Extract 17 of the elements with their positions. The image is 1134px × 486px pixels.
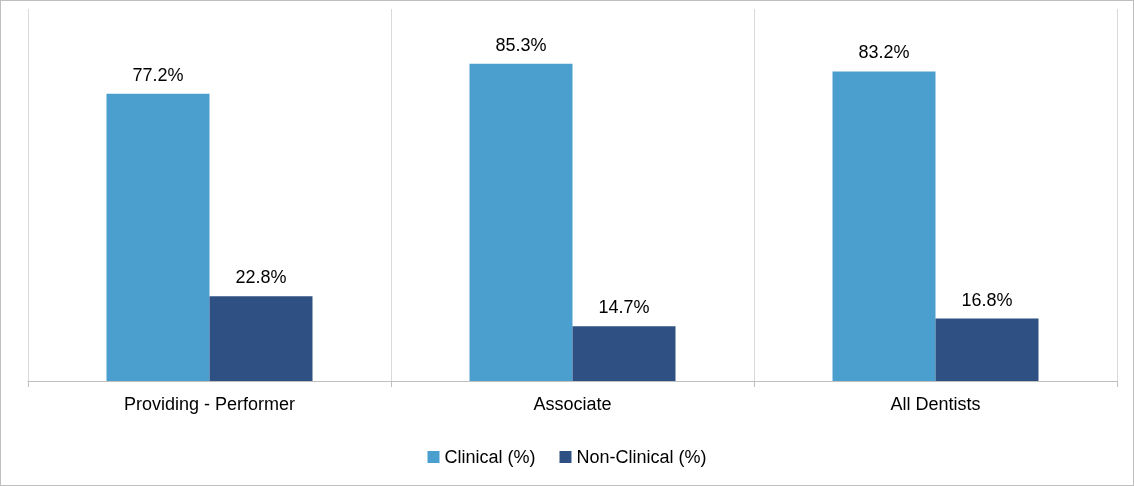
data-label: 16.8% [961,289,1013,310]
bar [469,63,573,381]
x-tick-label: All Dentists [890,394,981,414]
x-tick-label: Associate [533,394,612,414]
legend-label: Non-Clinical (%) [576,447,707,467]
bar [209,296,313,381]
bar [935,318,1039,381]
data-label: 22.8% [235,267,287,288]
data-label: 14.7% [598,297,650,318]
data-label: 83.2% [858,42,910,63]
bar [572,326,676,381]
data-label: 77.2% [132,64,184,85]
legend-label: Clinical (%) [444,447,536,467]
bar [106,93,210,381]
bar [832,71,936,381]
data-label: 85.3% [495,34,547,55]
x-tick-label: Providing - Performer [123,394,296,414]
